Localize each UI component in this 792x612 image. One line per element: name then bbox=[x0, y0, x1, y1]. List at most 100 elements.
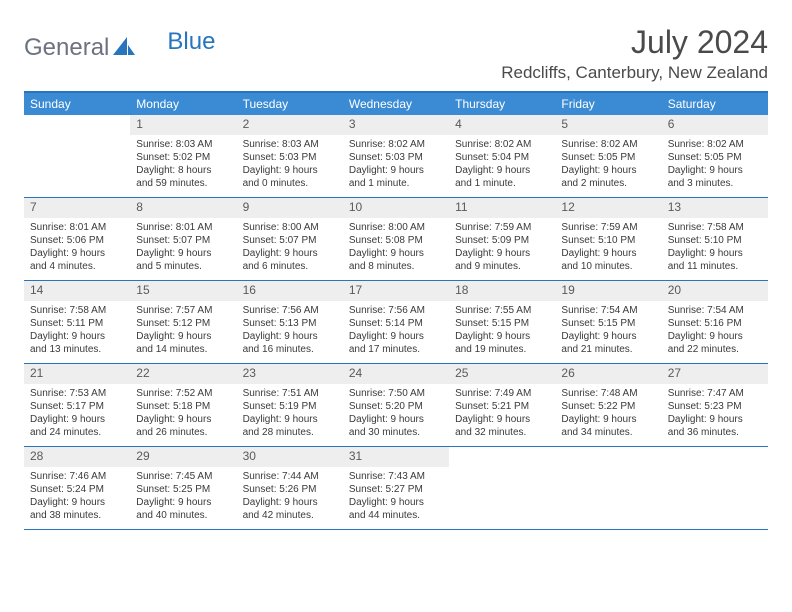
day-cell: 1Sunrise: 8:03 AMSunset: 5:02 PMDaylight… bbox=[130, 115, 236, 197]
daylight-line: Daylight: 9 hours and 13 minutes. bbox=[30, 330, 124, 356]
day-number: 21 bbox=[24, 364, 130, 384]
day-body: Sunrise: 7:51 AMSunset: 5:19 PMDaylight:… bbox=[237, 384, 343, 445]
day-number: 14 bbox=[24, 281, 130, 301]
sunset-line: Sunset: 5:12 PM bbox=[136, 317, 230, 330]
day-cell: 12Sunrise: 7:59 AMSunset: 5:10 PMDayligh… bbox=[555, 198, 661, 280]
day-body: Sunrise: 7:48 AMSunset: 5:22 PMDaylight:… bbox=[555, 384, 661, 445]
day-number: 25 bbox=[449, 364, 555, 384]
day-body: Sunrise: 7:56 AMSunset: 5:13 PMDaylight:… bbox=[237, 301, 343, 362]
day-body: Sunrise: 7:47 AMSunset: 5:23 PMDaylight:… bbox=[662, 384, 768, 445]
logo: GeneralBlue bbox=[24, 34, 215, 62]
sunrise-line: Sunrise: 7:58 AM bbox=[30, 304, 124, 317]
sunset-line: Sunset: 5:03 PM bbox=[349, 151, 443, 164]
sunset-line: Sunset: 5:25 PM bbox=[136, 483, 230, 496]
sunset-line: Sunset: 5:15 PM bbox=[455, 317, 549, 330]
day-header: Wednesday bbox=[343, 93, 449, 115]
daylight-line: Daylight: 9 hours and 21 minutes. bbox=[561, 330, 655, 356]
day-cell: 13Sunrise: 7:58 AMSunset: 5:10 PMDayligh… bbox=[662, 198, 768, 280]
page-header: GeneralBlue July 2024 Redcliffs, Canterb… bbox=[24, 24, 768, 83]
daylight-line: Daylight: 9 hours and 32 minutes. bbox=[455, 413, 549, 439]
sunset-line: Sunset: 5:09 PM bbox=[455, 234, 549, 247]
daylight-line: Daylight: 9 hours and 1 minute. bbox=[349, 164, 443, 190]
day-body: Sunrise: 7:57 AMSunset: 5:12 PMDaylight:… bbox=[130, 301, 236, 362]
sunrise-line: Sunrise: 7:57 AM bbox=[136, 304, 230, 317]
day-cell: 11Sunrise: 7:59 AMSunset: 5:09 PMDayligh… bbox=[449, 198, 555, 280]
day-cell bbox=[449, 447, 555, 529]
sunrise-line: Sunrise: 7:50 AM bbox=[349, 387, 443, 400]
sunset-line: Sunset: 5:26 PM bbox=[243, 483, 337, 496]
sunset-line: Sunset: 5:07 PM bbox=[136, 234, 230, 247]
daylight-line: Daylight: 9 hours and 26 minutes. bbox=[136, 413, 230, 439]
sunset-line: Sunset: 5:06 PM bbox=[30, 234, 124, 247]
sunrise-line: Sunrise: 8:00 AM bbox=[349, 221, 443, 234]
sunrise-line: Sunrise: 8:02 AM bbox=[561, 138, 655, 151]
day-headers-row: SundayMondayTuesdayWednesdayThursdayFrid… bbox=[24, 93, 768, 115]
day-number: 22 bbox=[130, 364, 236, 384]
sunset-line: Sunset: 5:27 PM bbox=[349, 483, 443, 496]
daylight-line: Daylight: 9 hours and 42 minutes. bbox=[243, 496, 337, 522]
sunset-line: Sunset: 5:21 PM bbox=[455, 400, 549, 413]
sunset-line: Sunset: 5:08 PM bbox=[349, 234, 443, 247]
sunset-line: Sunset: 5:19 PM bbox=[243, 400, 337, 413]
sunrise-line: Sunrise: 7:44 AM bbox=[243, 470, 337, 483]
sunrise-line: Sunrise: 7:58 AM bbox=[668, 221, 762, 234]
sunrise-line: Sunrise: 8:03 AM bbox=[136, 138, 230, 151]
daylight-line: Daylight: 9 hours and 6 minutes. bbox=[243, 247, 337, 273]
day-number: 15 bbox=[130, 281, 236, 301]
day-cell: 22Sunrise: 7:52 AMSunset: 5:18 PMDayligh… bbox=[130, 364, 236, 446]
day-number: 5 bbox=[555, 115, 661, 135]
daylight-line: Daylight: 9 hours and 1 minute. bbox=[455, 164, 549, 190]
day-body: Sunrise: 7:52 AMSunset: 5:18 PMDaylight:… bbox=[130, 384, 236, 445]
daylight-line: Daylight: 9 hours and 10 minutes. bbox=[561, 247, 655, 273]
daylight-line: Daylight: 9 hours and 5 minutes. bbox=[136, 247, 230, 273]
day-cell: 30 Sunrise: 7:44 AMSunset: 5:26 PMDayligh… bbox=[237, 447, 343, 529]
day-number: 10 bbox=[343, 198, 449, 218]
day-number: 2 bbox=[237, 115, 343, 135]
sunset-line: Sunset: 5:05 PM bbox=[668, 151, 762, 164]
daylight-line: Daylight: 9 hours and 3 minutes. bbox=[668, 164, 762, 190]
daylight-line: Daylight: 9 hours and 2 minutes. bbox=[561, 164, 655, 190]
sunset-line: Sunset: 5:15 PM bbox=[561, 317, 655, 330]
day-number: 24 bbox=[343, 364, 449, 384]
sunrise-line: Sunrise: 7:54 AM bbox=[668, 304, 762, 317]
sunset-line: Sunset: 5:14 PM bbox=[349, 317, 443, 330]
sunrise-line: Sunrise: 7:55 AM bbox=[455, 304, 549, 317]
daylight-line: Daylight: 9 hours and 22 minutes. bbox=[668, 330, 762, 356]
day-body: Sunrise: 7:56 AMSunset: 5:14 PMDaylight:… bbox=[343, 301, 449, 362]
day-body: Sunrise: 8:01 AMSunset: 5:07 PMDaylight:… bbox=[130, 218, 236, 279]
sunrise-line: Sunrise: 8:00 AM bbox=[243, 221, 337, 234]
daylight-line: Daylight: 9 hours and 0 minutes. bbox=[243, 164, 337, 190]
day-header: Thursday bbox=[449, 93, 555, 115]
day-number: 23 bbox=[237, 364, 343, 384]
day-number: 17 bbox=[343, 281, 449, 301]
sunset-line: Sunset: 5:03 PM bbox=[243, 151, 337, 164]
day-number: 30 bbox=[237, 447, 343, 467]
sunset-line: Sunset: 5:04 PM bbox=[455, 151, 549, 164]
sunrise-line: Sunrise: 7:47 AM bbox=[668, 387, 762, 400]
sunset-line: Sunset: 5:23 PM bbox=[668, 400, 762, 413]
day-cell: 3Sunrise: 8:02 AMSunset: 5:03 PMDaylight… bbox=[343, 115, 449, 197]
day-body: Sunrise: 7:58 AMSunset: 5:10 PMDaylight:… bbox=[662, 218, 768, 279]
daylight-line: Daylight: 8 hours and 59 minutes. bbox=[136, 164, 230, 190]
day-cell: 25Sunrise: 7:49 AMSunset: 5:21 PMDayligh… bbox=[449, 364, 555, 446]
month-title: July 2024 bbox=[501, 24, 768, 61]
day-cell: 10 Sunrise: 8:00 AMSunset: 5:08 PMDayligh… bbox=[343, 198, 449, 280]
day-number: 4 bbox=[449, 115, 555, 135]
sunrise-line: Sunrise: 7:45 AM bbox=[136, 470, 230, 483]
day-header: Tuesday bbox=[237, 93, 343, 115]
daylight-line: Daylight: 9 hours and 8 minutes. bbox=[349, 247, 443, 273]
day-cell: 29Sunrise: 7:45 AMSunset: 5:25 PMDayligh… bbox=[130, 447, 236, 529]
daylight-line: Daylight: 9 hours and 44 minutes. bbox=[349, 496, 443, 522]
day-body: Sunrise: 8:03 AMSunset: 5:03 PMDaylight:… bbox=[237, 135, 343, 196]
day-cell: 14Sunrise: 7:58 AMSunset: 5:11 PMDayligh… bbox=[24, 281, 130, 363]
daylight-line: Daylight: 9 hours and 30 minutes. bbox=[349, 413, 443, 439]
day-cell: 9Sunrise: 8:00 AMSunset: 5:07 PMDaylight… bbox=[237, 198, 343, 280]
sunrise-line: Sunrise: 8:02 AM bbox=[455, 138, 549, 151]
day-number: 12 bbox=[555, 198, 661, 218]
logo-sail-icon bbox=[113, 37, 135, 60]
day-body: Sunrise: 7:49 AMSunset: 5:21 PMDaylight:… bbox=[449, 384, 555, 445]
day-cell: 17Sunrise: 7:56 AMSunset: 5:14 PMDayligh… bbox=[343, 281, 449, 363]
day-cell: 28Sunrise: 7:46 AMSunset: 5:24 PMDayligh… bbox=[24, 447, 130, 529]
daylight-line: Daylight: 9 hours and 28 minutes. bbox=[243, 413, 337, 439]
day-cell: 18Sunrise: 7:55 AMSunset: 5:15 PMDayligh… bbox=[449, 281, 555, 363]
